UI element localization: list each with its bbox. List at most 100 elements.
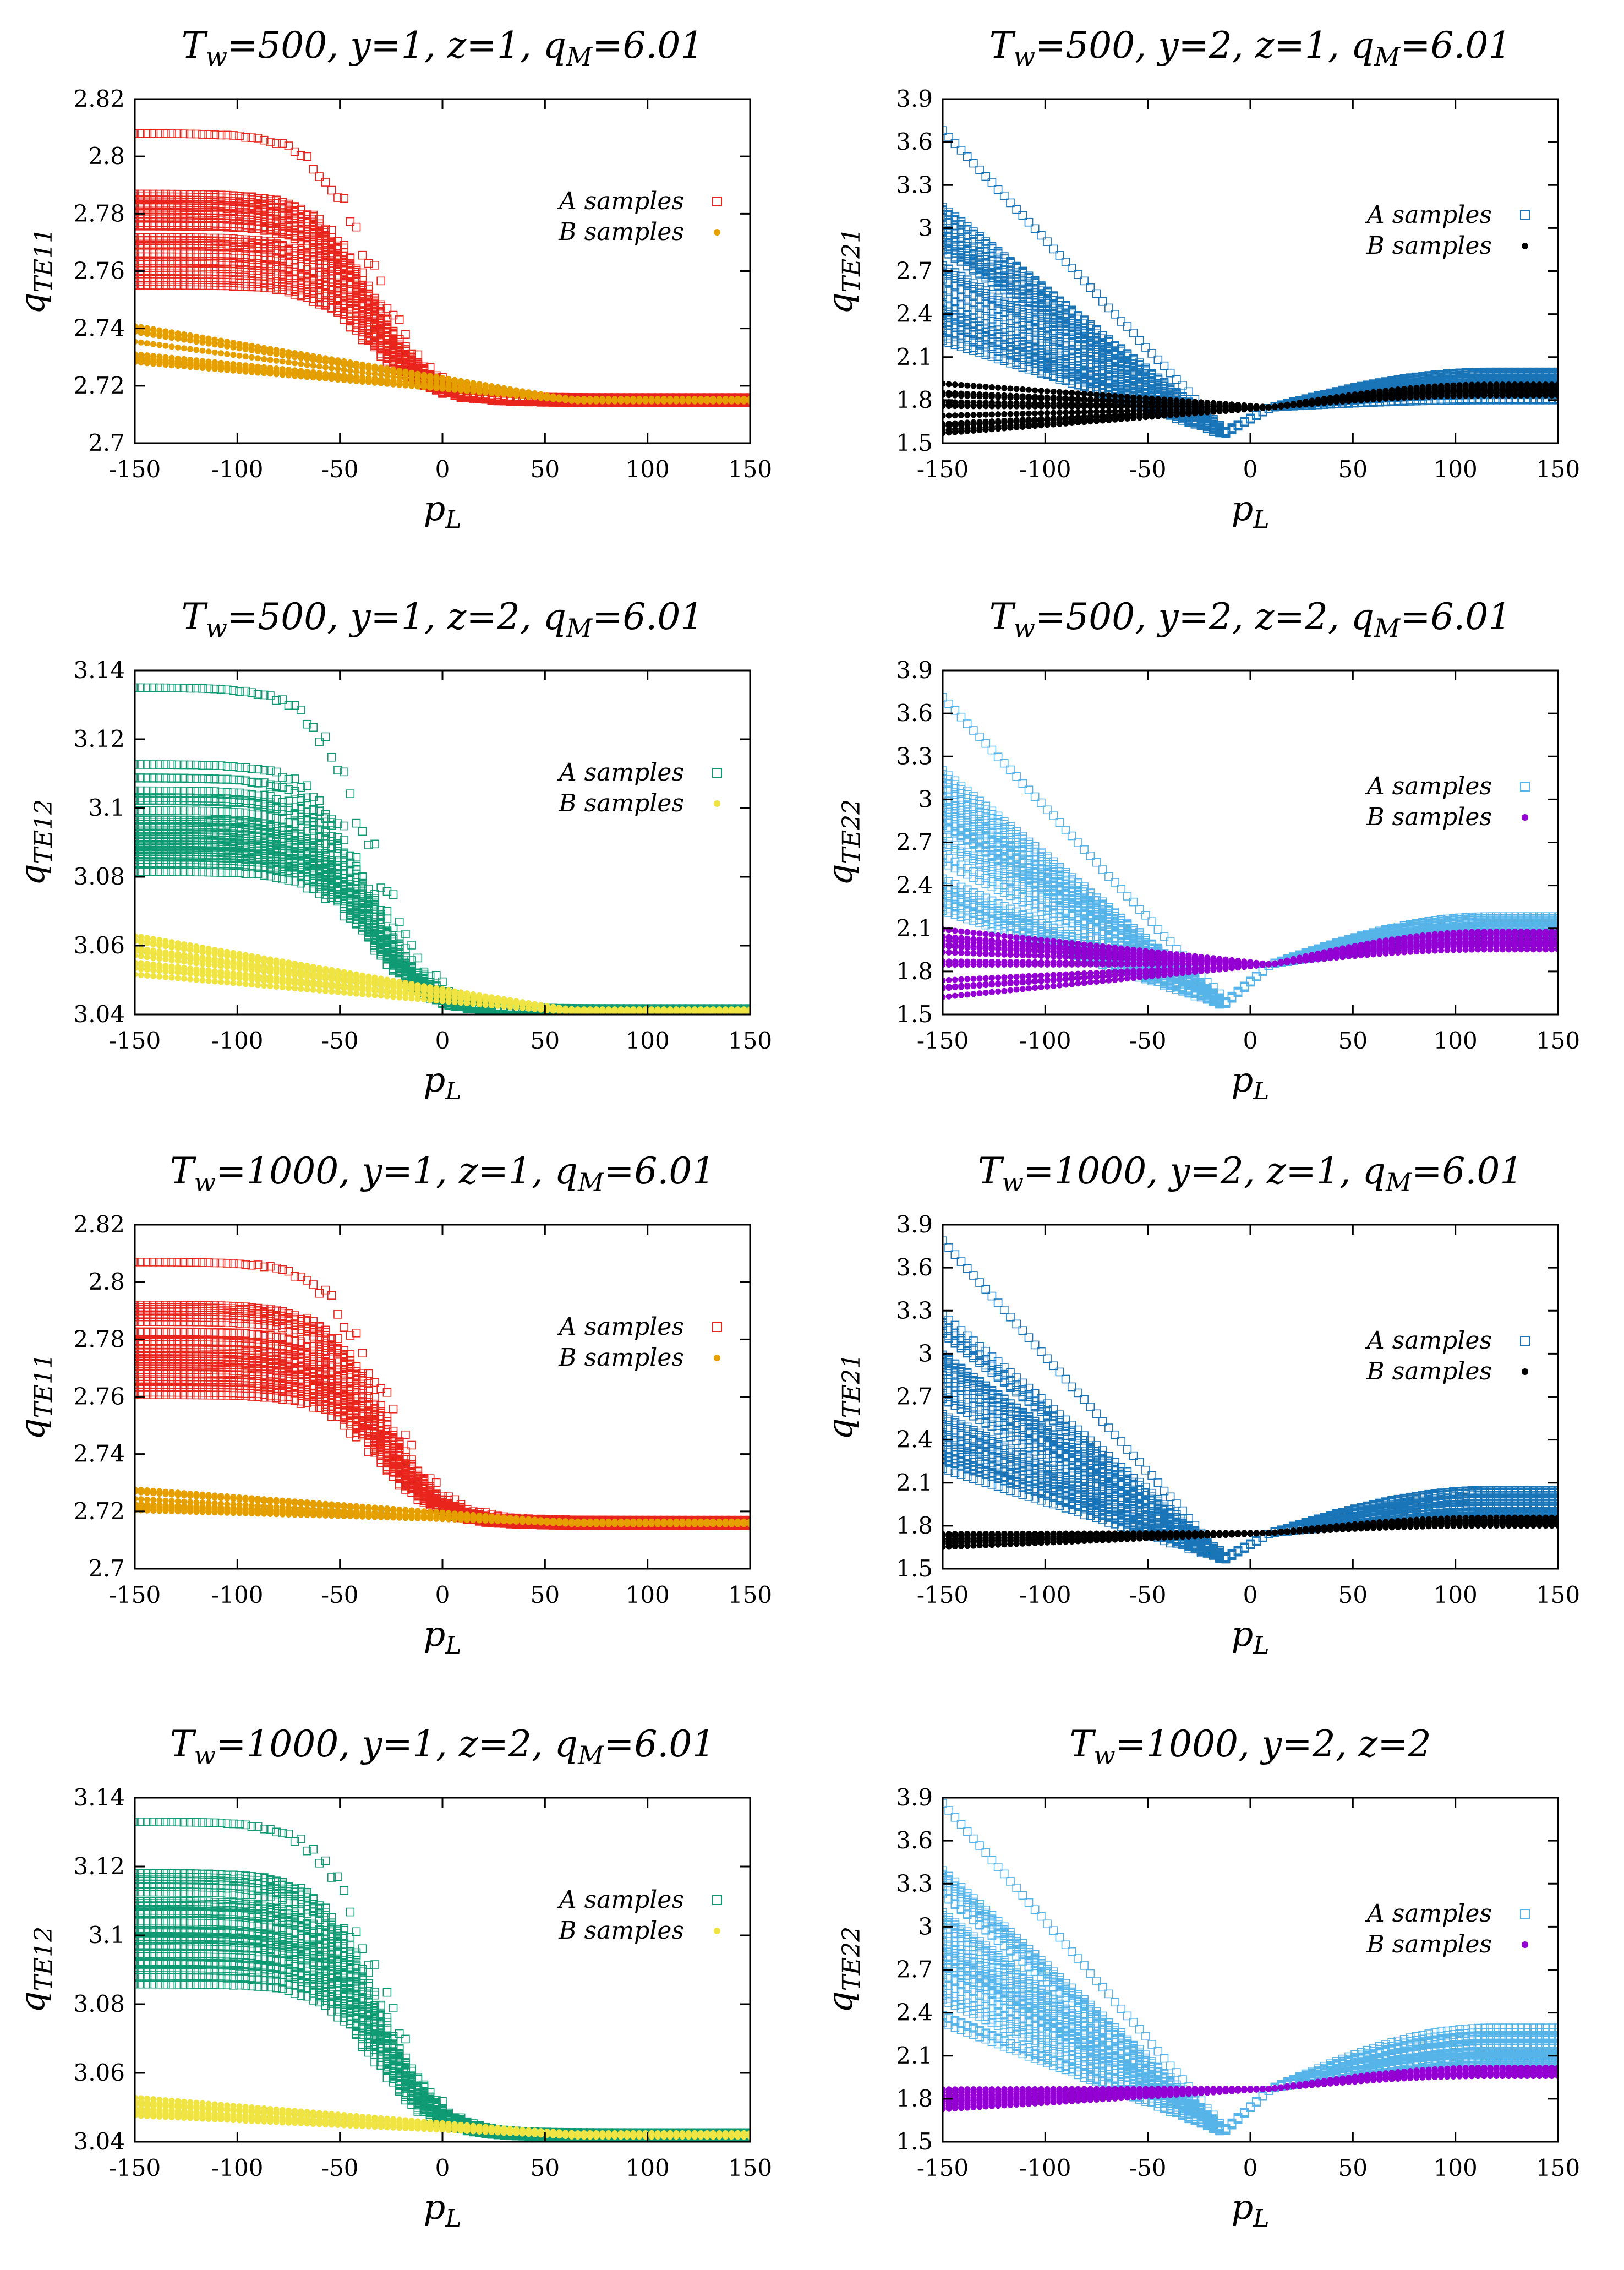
legend-a-marker: [1520, 782, 1530, 792]
x-tick-label: 50: [1338, 1581, 1368, 1608]
y-tick-label: 3.06: [73, 2059, 125, 2086]
legend-b-label: B samples: [558, 1917, 684, 1945]
legend-b-label: B samples: [558, 789, 684, 817]
series-b-samples: [135, 932, 750, 1014]
y-tick-label: 2.72: [73, 1498, 125, 1525]
y-axis: 2.7 2.72 2.74 2.76 2.78 2.8 2.82: [73, 85, 750, 456]
series-b-samples: [943, 2064, 1558, 2113]
y-tick-label: 3.06: [73, 932, 125, 959]
x-tick-label: -100: [1019, 1027, 1071, 1054]
x-tick-label: 150: [1536, 1027, 1580, 1054]
x-axis: -150 -100 -50 0 50 100 150: [109, 1225, 772, 1608]
x-tick-label: 100: [1434, 1581, 1478, 1608]
x-tick-label: -150: [917, 1581, 969, 1608]
x-tick-label: -50: [321, 1027, 359, 1054]
legend-a-marker: [712, 197, 722, 206]
chart-title: Tw=1000, y=1, z=1, qM=6.01: [170, 1150, 715, 1197]
y-axis: 3.04 3.06 3.08 3.1 3.12 3.14: [73, 1784, 750, 2155]
x-axis: -150 -100 -50 0 50 100 150: [917, 99, 1580, 483]
y-axis-label: qTE12: [12, 1927, 58, 2013]
y-tick-label: 3.3: [896, 1870, 933, 1897]
x-tick-label: 50: [531, 456, 560, 483]
chart-title: Tw=1000, y=1, z=2, qM=6.01: [170, 1723, 715, 1770]
x-tick-label: -50: [1129, 456, 1167, 483]
chart-panel-8: Tw=1000, y=2, z=2-150 -100 -50 0 50 100 1501.5…: [820, 1723, 1580, 2233]
chart-title: Tw=1000, y=2, z=2: [1069, 1723, 1431, 1770]
legend-a-label: A samples: [557, 1886, 684, 1914]
y-tick-label: 3.08: [73, 863, 125, 890]
legend-b-marker: [714, 229, 720, 236]
x-tick-label: 0: [435, 456, 450, 483]
series-b-samples: [135, 2094, 750, 2140]
legend-b-marker: [1522, 1368, 1528, 1375]
y-tick-label: 3.1: [88, 1922, 125, 1949]
x-tick-label: -150: [109, 2154, 161, 2181]
x-tick-label: -100: [211, 456, 263, 483]
x-axis: -150 -100 -50 0 50 100 150: [109, 1798, 772, 2181]
y-axis-label: qTE12: [12, 799, 58, 886]
chart-title: Tw=500, y=2, z=2, qM=6.01: [989, 596, 1512, 643]
x-tick-label: 0: [435, 2154, 450, 2181]
x-tick-label: -100: [1019, 2154, 1071, 2181]
x-axis-label: pL: [1232, 1060, 1270, 1105]
y-axis-label: qTE21: [820, 228, 866, 314]
x-tick-label: 100: [626, 2154, 670, 2181]
x-axis: -150 -100 -50 0 50 100 150: [917, 1798, 1580, 2181]
y-axis-label: qTE11: [12, 1354, 58, 1440]
y-tick-label: 1.5: [896, 429, 933, 456]
chart-panel-2: Tw=500, y=2, z=1, qM=6.01 -150 -100 -50 0 50 1…: [820, 24, 1580, 534]
series-b-samples: [135, 1486, 750, 1527]
x-tick-label: -50: [321, 1581, 359, 1608]
legend: A samples B samples: [557, 187, 722, 246]
plot-frame: [134, 1797, 751, 2143]
x-tick-label: 100: [626, 456, 670, 483]
x-tick-label: -50: [1129, 2154, 1167, 2181]
y-tick-label: 1.8: [896, 1512, 933, 1539]
chart-panel-7: Tw=1000, y=1, z=2, qM=6.01 -150 -100 -50 0 50…: [12, 1723, 772, 2233]
y-tick-label: 1.5: [896, 1001, 933, 1028]
y-tick-label: 2.78: [73, 1325, 125, 1352]
x-tick-label: 150: [728, 2154, 772, 2181]
legend-a-marker: [1520, 1336, 1530, 1346]
legend: A samples B samples: [557, 1886, 722, 1945]
x-axis: -150 -100 -50 0 50 100 150: [917, 1225, 1580, 1608]
y-tick-label: 2.1: [896, 1469, 933, 1496]
x-tick-label: 50: [531, 2154, 560, 2181]
x-tick-label: -100: [1019, 1581, 1071, 1608]
y-tick-label: 2.1: [896, 2042, 933, 2069]
x-axis-label: pL: [424, 488, 462, 534]
y-tick-label: 2.4: [896, 1426, 933, 1453]
x-axis-label: pL: [424, 2187, 462, 2233]
y-tick-label: 2.7: [88, 1555, 125, 1582]
legend-b-label: B samples: [1366, 803, 1492, 831]
legend-a-marker: [712, 1322, 722, 1332]
y-tick-label: 1.8: [896, 2085, 933, 2112]
y-tick-label: 2.82: [73, 1211, 125, 1238]
x-tick-label: -50: [1129, 1581, 1167, 1608]
x-tick-label: -150: [917, 1027, 969, 1054]
y-tick-label: 2.1: [896, 915, 933, 942]
chart-title: Tw=500, y=2, z=1, qM=6.01: [989, 24, 1512, 72]
y-tick-label: 2.1: [896, 343, 933, 370]
legend-a-marker: [1520, 210, 1530, 220]
chart-title: Tw=500, y=1, z=1, qM=6.01: [182, 24, 704, 72]
chart-panel-4: Tw=500, y=2, z=2, qM=6.01-150 -100 -50 0 50 1…: [820, 596, 1580, 1105]
legend-b-label: B samples: [1366, 232, 1492, 260]
x-tick-label: 50: [1338, 1027, 1368, 1054]
legend-a-label: A samples: [557, 187, 684, 215]
legend-a-label: A samples: [1365, 772, 1492, 800]
x-tick-label: 0: [1243, 2154, 1258, 2181]
y-tick-label: 3.9: [896, 85, 933, 112]
x-tick-label: 0: [1243, 1027, 1258, 1054]
legend-b-label: B samples: [558, 218, 684, 246]
y-tick-label: 2.7: [896, 1956, 933, 1983]
y-tick-label: 2.82: [73, 85, 125, 112]
y-tick-label: 3: [918, 214, 933, 241]
y-tick-label: 3.04: [73, 1001, 125, 1028]
legend-a-marker: [1520, 1909, 1530, 1919]
y-tick-label: 3.9: [896, 1211, 933, 1238]
legend-a-marker: [712, 1895, 722, 1905]
